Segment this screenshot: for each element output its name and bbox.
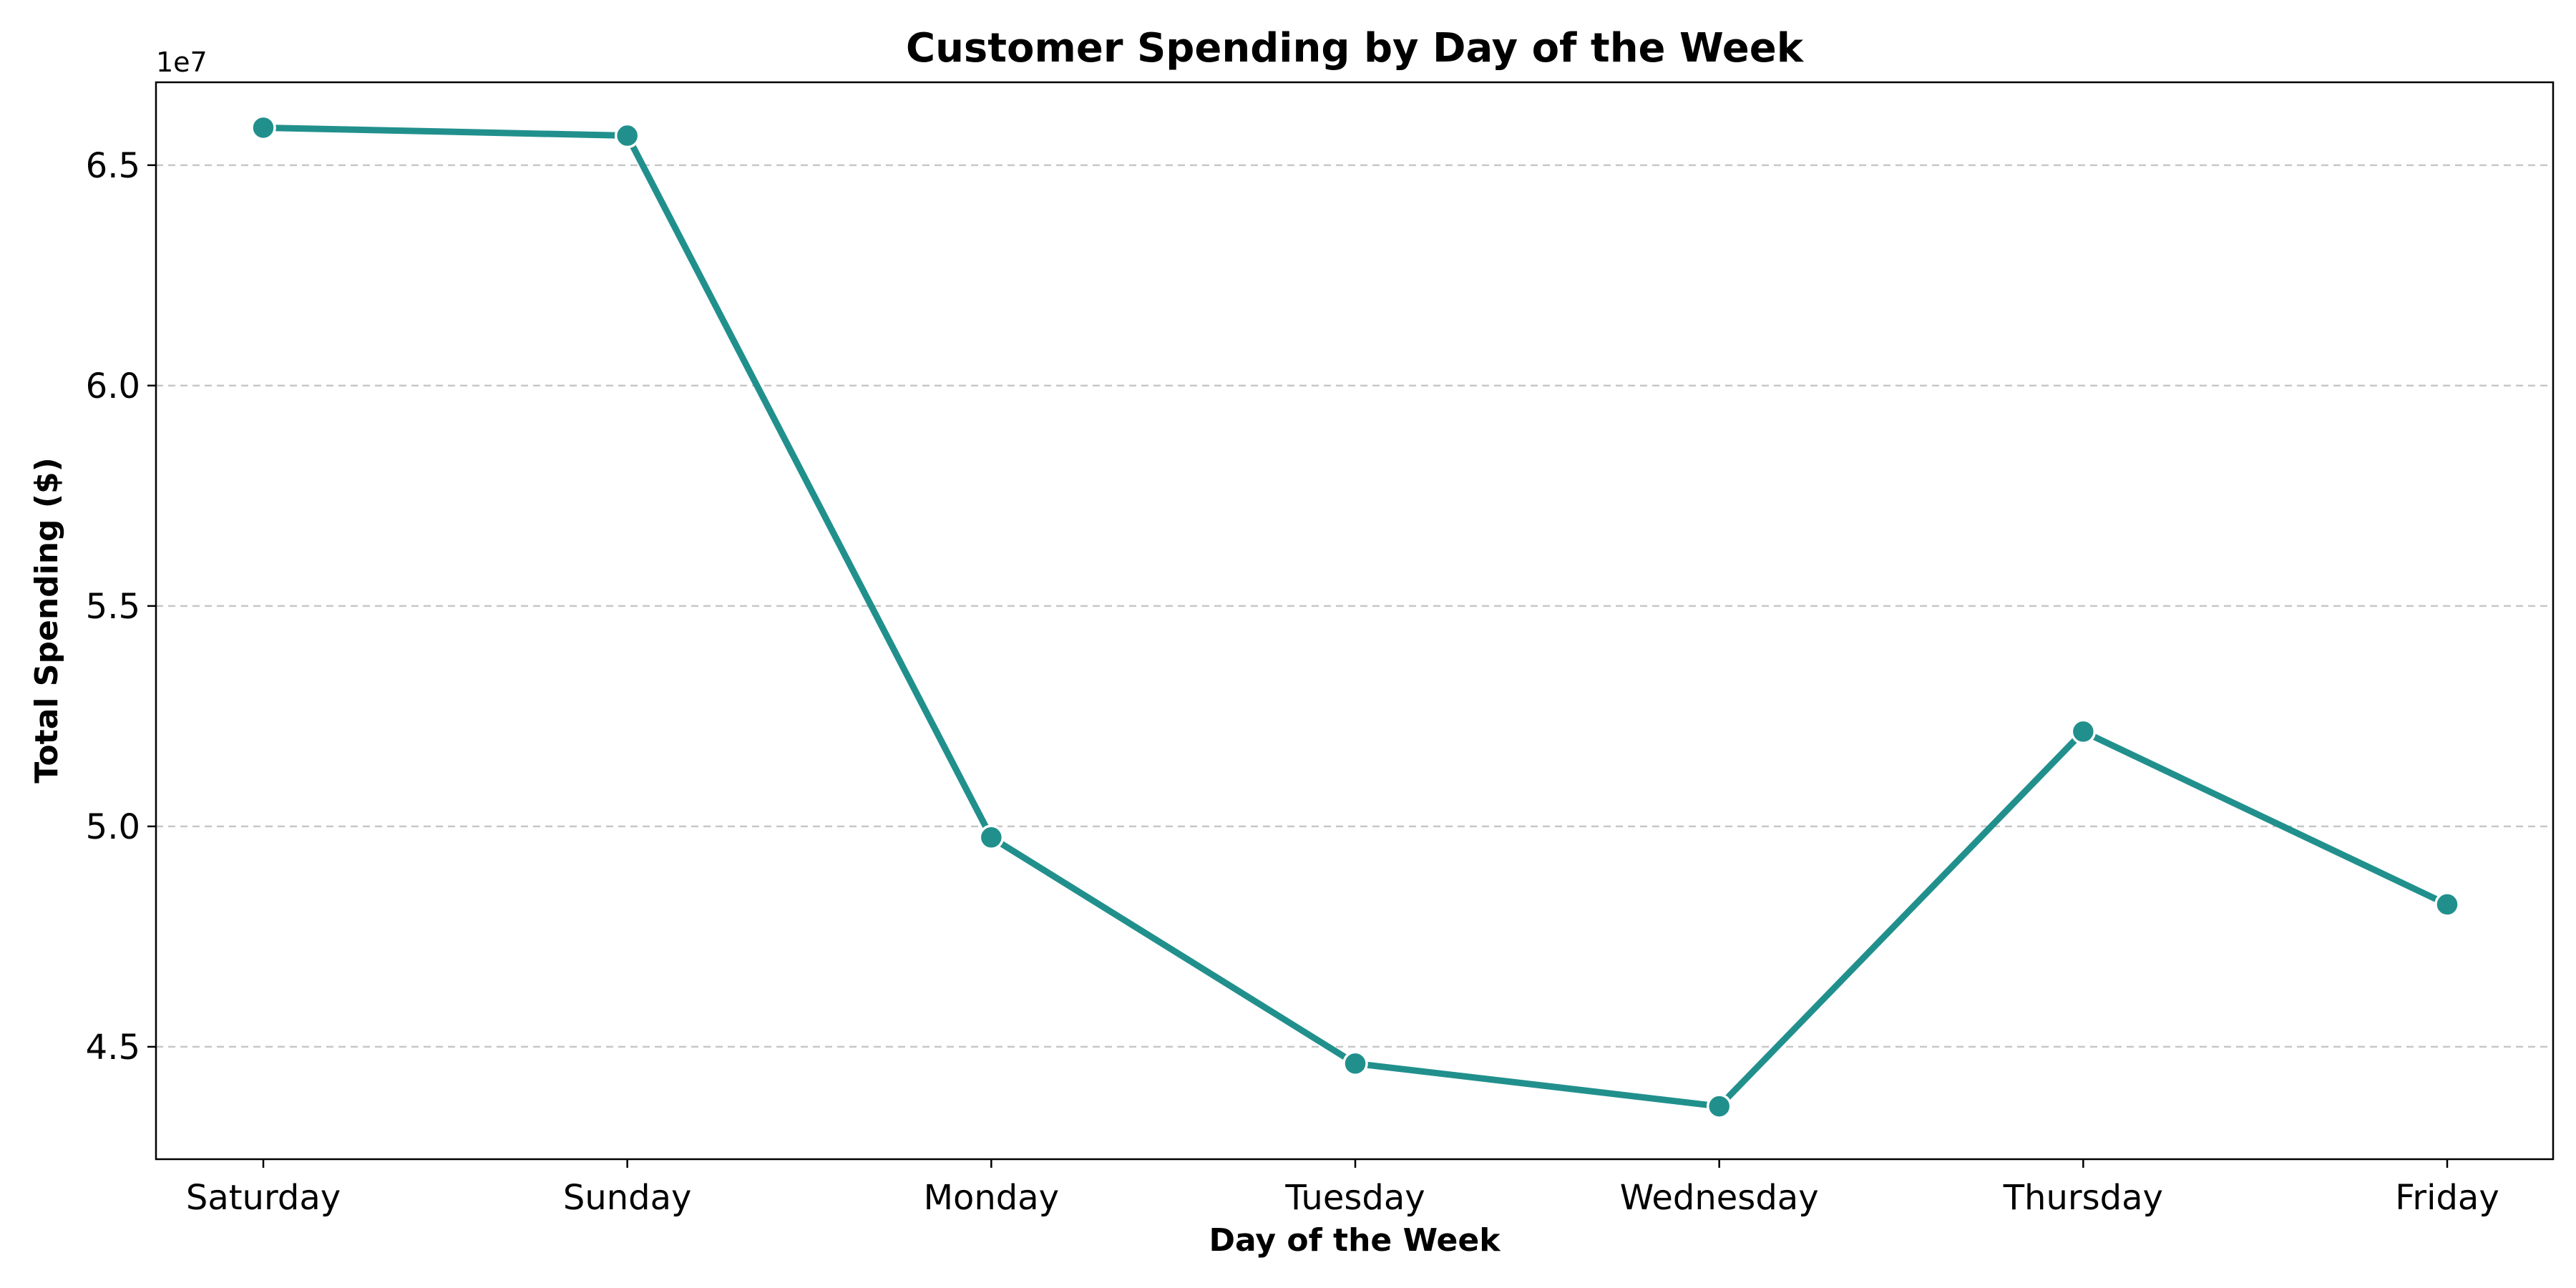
data-point-monday xyxy=(978,824,1005,851)
data-point-tuesday xyxy=(1342,1050,1368,1077)
y-tick-label: 5.5 xyxy=(86,587,140,627)
series-line xyxy=(260,124,2451,1110)
grid-lines xyxy=(156,164,2553,1048)
x-tick-label: Saturday xyxy=(186,1178,341,1218)
y-axis-ticks: 4.5 5.0 5.5 6.0 6.5 xyxy=(86,146,156,1068)
x-axis-label: Day of the Week xyxy=(1209,1222,1502,1259)
y-offset-label: 1e7 xyxy=(156,47,208,78)
x-tick-label: Thursday xyxy=(2003,1178,2163,1218)
data-point-thursday xyxy=(2070,718,2097,745)
series-layer xyxy=(250,114,2460,1119)
x-tick-label: Tuesday xyxy=(1284,1178,1425,1218)
y-tick-label: 5.0 xyxy=(86,807,140,847)
data-point-friday xyxy=(2434,892,2460,917)
x-tick-label: Sunday xyxy=(563,1178,692,1218)
plot-frame xyxy=(155,81,2555,1161)
x-tick-label: Wednesday xyxy=(1620,1178,1819,1218)
x-axis-ticks: Saturday Sunday Monday Tuesday Wednesday Thur… xyxy=(186,1159,2499,1218)
data-point-sunday xyxy=(614,122,640,149)
chart-title: Customer Spending by Day of the Week xyxy=(906,25,1805,72)
y-tick-label: 6.5 xyxy=(86,146,140,186)
data-point-saturday xyxy=(250,114,276,141)
y-tick-label: 6.0 xyxy=(86,366,140,406)
y-axis-label: Total Spending ($) xyxy=(29,457,65,783)
x-tick-label: Friday xyxy=(2395,1178,2499,1218)
x-tick-label: Monday xyxy=(924,1178,1060,1218)
y-tick-label: 4.5 xyxy=(86,1028,140,1068)
data-point-wednesday xyxy=(1706,1093,1732,1119)
